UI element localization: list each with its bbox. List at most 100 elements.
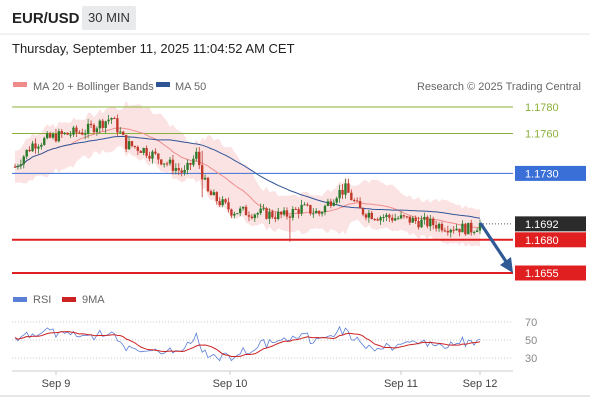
level-label-1-1730: 1.1730 — [525, 168, 559, 180]
candle-body — [467, 222, 470, 235]
candle-body — [154, 151, 157, 154]
candle-body — [218, 201, 221, 206]
rsi-legend-swatch — [13, 297, 27, 302]
candle-body — [344, 183, 347, 195]
timeframe-badge[interactable]: 30 MIN — [82, 6, 136, 30]
candle-body — [215, 192, 218, 202]
candle-body — [244, 206, 248, 216]
candle-body — [429, 218, 432, 227]
candle-body — [209, 191, 213, 196]
candle-body — [338, 189, 341, 199]
candle-body — [168, 159, 172, 164]
candle-body — [81, 132, 84, 135]
candle-body — [414, 217, 417, 222]
candle-body — [174, 168, 178, 171]
candle-body — [353, 200, 356, 202]
candle-body — [227, 202, 230, 210]
candle-body — [119, 131, 122, 133]
bollinger-legend-label: MA 20 + Bollinger Bands — [33, 81, 154, 93]
candle-body — [420, 219, 423, 228]
candle-body — [405, 216, 409, 218]
level-label-1-1760: 1.1760 — [525, 129, 559, 141]
candle-body — [198, 151, 201, 166]
candle-body — [317, 210, 321, 214]
candle-body — [95, 128, 99, 133]
candle-body — [69, 134, 72, 136]
candle-body — [107, 119, 110, 122]
candle-body — [189, 162, 192, 165]
currency-pair-title: EUR/USD — [12, 10, 80, 27]
level-label-1-1780: 1.1780 — [525, 102, 559, 114]
candle-body — [177, 168, 180, 171]
candle-body — [253, 214, 257, 219]
candle-body — [171, 159, 175, 171]
candle-body — [379, 217, 382, 221]
ma50-legend-label: MA 50 — [175, 81, 206, 93]
candle-body — [250, 216, 254, 219]
candle-body — [396, 218, 400, 220]
candle-body — [426, 216, 429, 227]
rsi-tick-50: 50 — [525, 335, 537, 347]
rsi-tick-30: 30 — [525, 353, 537, 365]
candle-body — [19, 164, 23, 167]
candle-body — [455, 228, 458, 231]
candle-body — [417, 221, 420, 228]
candle-body — [306, 204, 309, 206]
candle-body — [34, 143, 37, 149]
moving-averages — [14, 127, 481, 229]
candle-body — [274, 217, 277, 219]
candle-body — [385, 214, 388, 218]
candle-body — [75, 127, 78, 133]
candle-body — [303, 204, 306, 206]
candle-body — [148, 155, 151, 159]
candle-body — [186, 162, 189, 170]
candle-body — [361, 208, 365, 215]
candle-body — [449, 229, 452, 233]
candle-body — [238, 208, 242, 214]
candle-body — [195, 151, 198, 159]
rsi-tick-70: 70 — [525, 317, 537, 329]
candle-body — [277, 211, 280, 219]
price-level-labels: 1.1780 1.1760 1.1730 1.1692 1.1680 1.1655 — [515, 102, 586, 281]
candle-body — [391, 217, 394, 221]
candle-body — [259, 208, 262, 214]
candle-body — [25, 149, 28, 157]
candle-body — [101, 120, 104, 128]
candle-body — [233, 213, 236, 216]
candle-body — [180, 170, 183, 173]
candle-body — [92, 124, 96, 133]
candle-body — [13, 166, 17, 168]
candle-body — [271, 211, 274, 218]
candle-body — [110, 117, 113, 120]
rsi-ma-line — [14, 330, 481, 357]
candle-body — [358, 200, 362, 209]
candle-body — [443, 230, 447, 232]
candle-body — [472, 231, 476, 233]
level-tag-1-1655 — [515, 265, 586, 281]
candle-body — [200, 165, 204, 180]
candle-body — [437, 223, 441, 229]
candle-body — [63, 132, 66, 134]
candle-body — [347, 183, 350, 193]
candle-body — [268, 211, 271, 219]
candle-body — [376, 219, 379, 221]
candle-body — [83, 133, 87, 135]
candle-body — [157, 153, 160, 160]
candle-body — [212, 192, 216, 196]
level-tag-1-1680 — [515, 232, 586, 248]
level-tag-1-1730 — [515, 165, 586, 181]
rsi-panel — [14, 325, 481, 362]
candle-body — [326, 201, 330, 206]
candle-body — [402, 215, 406, 217]
candle-body — [37, 146, 40, 149]
candle-body — [66, 132, 69, 135]
candle-body — [262, 208, 265, 210]
level-label-1-1680: 1.1680 — [525, 235, 559, 247]
bollinger-legend-swatch — [13, 82, 27, 87]
source-credit: Research © 2025 Trading Central — [417, 81, 581, 93]
candle-body — [294, 209, 297, 211]
candle-body — [241, 206, 245, 209]
candle-body — [139, 150, 142, 153]
candle-body — [28, 149, 31, 152]
